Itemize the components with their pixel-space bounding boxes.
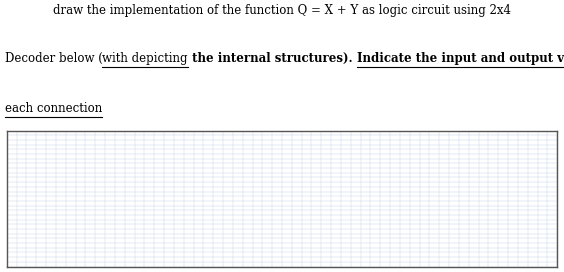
Text: with depicting: with depicting <box>103 52 188 65</box>
Text: the internal structures).: the internal structures). <box>188 52 356 65</box>
Text: draw the implementation of the function Q = X + Y as logic circuit using 2x4: draw the implementation of the function … <box>53 4 511 17</box>
Text: Decoder below (: Decoder below ( <box>5 52 103 65</box>
Text: Indicate the input and output values on: Indicate the input and output values on <box>356 52 564 65</box>
Text: each connection: each connection <box>5 102 102 115</box>
